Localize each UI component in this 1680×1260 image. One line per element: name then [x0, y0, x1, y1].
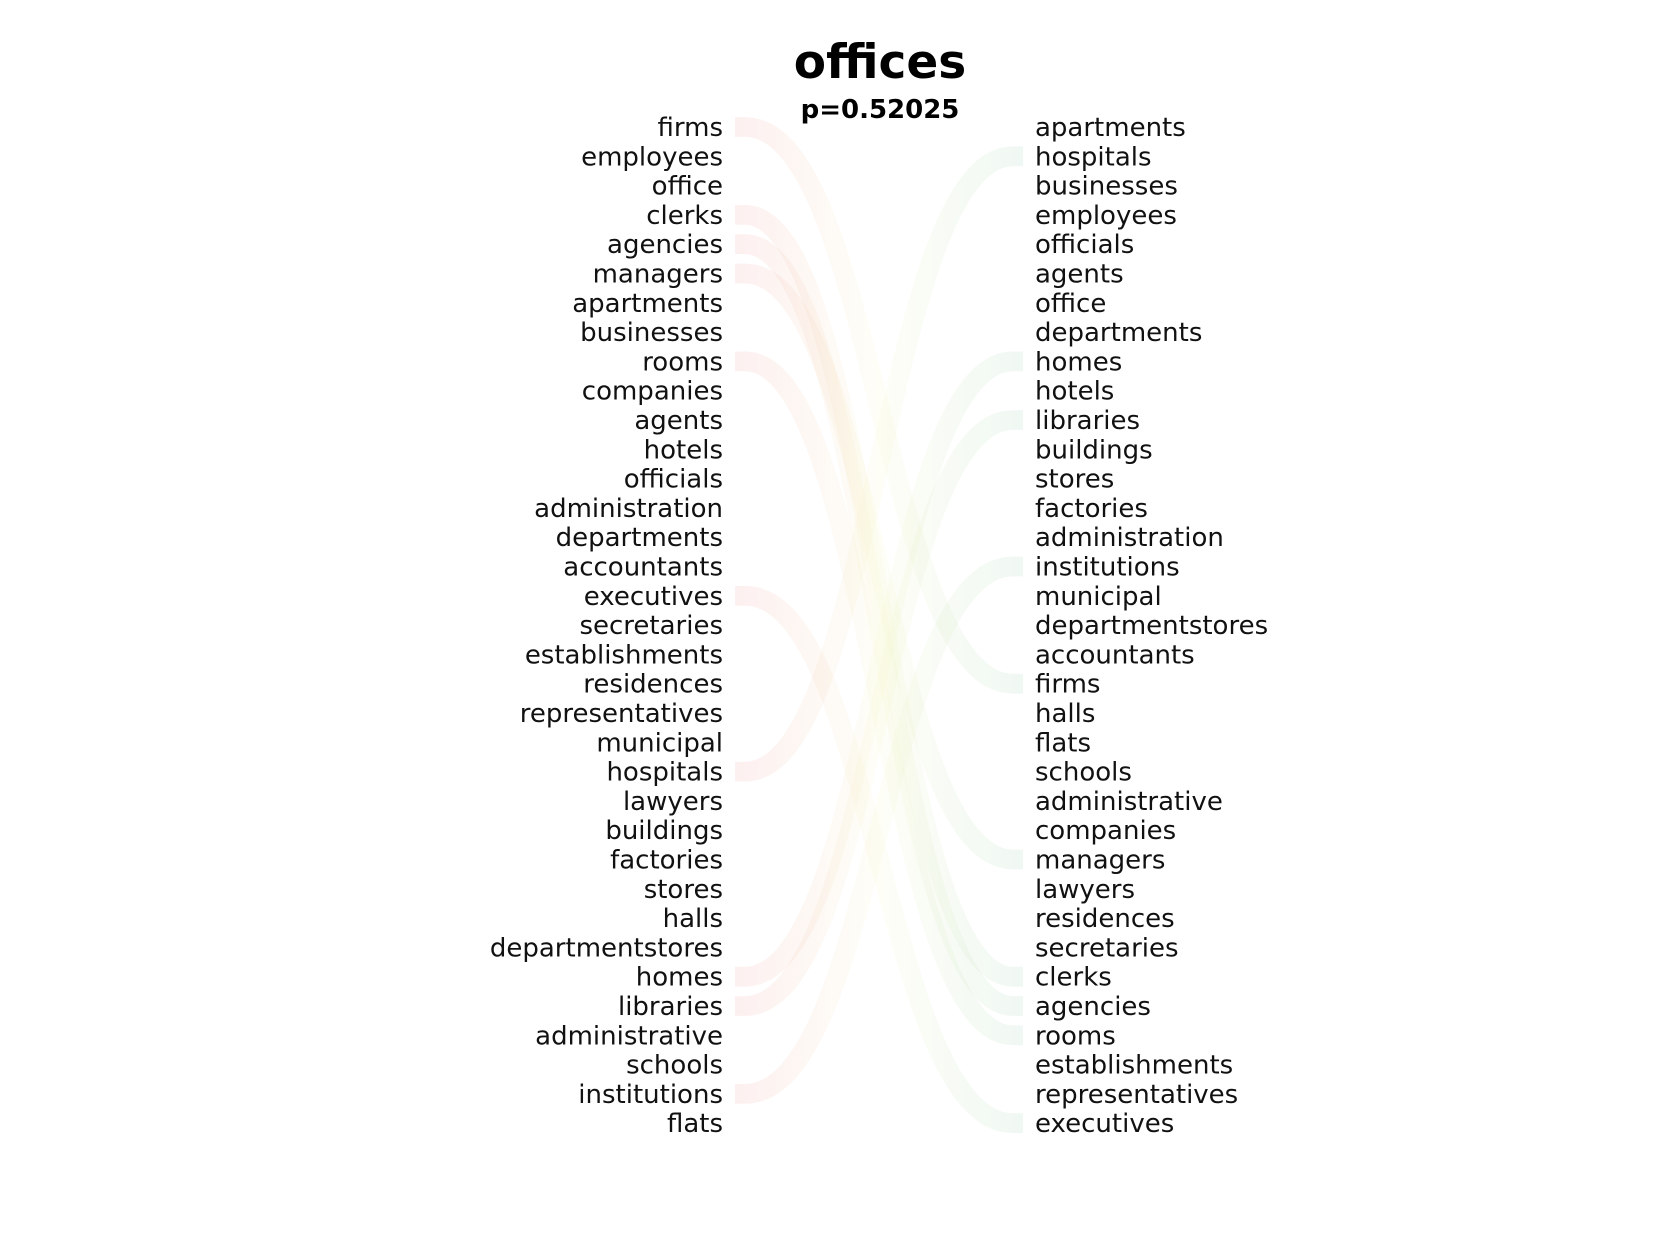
left-word-libraries: libraries: [618, 992, 723, 1022]
connection-bands: [735, 117, 1023, 1134]
right-word-firms: firms: [1035, 670, 1100, 700]
right-word-factories: factories: [1035, 494, 1148, 524]
left-word-establishments: establishments: [525, 640, 723, 670]
right-word-schools: schools: [1035, 758, 1132, 788]
right-word-representatives: representatives: [1035, 1080, 1238, 1110]
left-word-institutions: institutions: [578, 1080, 723, 1110]
link-band-hospitals: [735, 146, 1023, 782]
left-word-agencies: agencies: [607, 230, 723, 260]
right-word-secretaries: secretaries: [1035, 933, 1179, 963]
left-word-homes: homes: [636, 963, 723, 993]
left-word-secretaries: secretaries: [579, 611, 723, 641]
left-word-rooms: rooms: [642, 347, 723, 377]
left-word-officials: officials: [624, 465, 723, 495]
left-word-factories: factories: [610, 846, 723, 876]
left-word-apartments: apartments: [572, 289, 723, 319]
left-word-hospitals: hospitals: [606, 758, 723, 788]
left-word-executives: executives: [584, 582, 723, 612]
right-word-businesses: businesses: [1035, 172, 1178, 202]
left-word-office: office: [652, 172, 723, 202]
left-word-administration: administration: [534, 494, 723, 524]
link-band-managers: [735, 263, 1023, 870]
left-word-companies: companies: [582, 377, 723, 407]
right-word-lawyers: lawyers: [1035, 875, 1135, 905]
right-word-administration: administration: [1035, 523, 1224, 553]
left-word-departmentstores: departmentstores: [490, 933, 723, 963]
link-band-libraries: [735, 410, 1023, 1016]
left-word-halls: halls: [663, 904, 723, 934]
left-word-clerks: clerks: [646, 201, 723, 231]
right-word-departments: departments: [1035, 318, 1202, 348]
right-word-employees: employees: [1035, 201, 1177, 231]
left-word-municipal: municipal: [596, 728, 723, 758]
right-word-office: office: [1035, 289, 1106, 319]
right-word-residences: residences: [1035, 904, 1175, 934]
left-word-residences: residences: [583, 670, 723, 700]
right-word-hotels: hotels: [1035, 377, 1114, 407]
left-word-administrative: administrative: [535, 1021, 723, 1051]
link-band-institutions: [735, 556, 1023, 1104]
right-word-departmentstores: departmentstores: [1035, 611, 1268, 641]
right-word-municipal: municipal: [1035, 582, 1162, 612]
left-word-stores: stores: [644, 875, 723, 905]
left-word-list: firmsemployeesofficeclerksagenciesmanage…: [490, 113, 723, 1139]
right-word-accountants: accountants: [1035, 640, 1195, 670]
right-word-agents: agents: [1035, 260, 1124, 290]
right-word-list: apartmentshospitalsbusinessesemployeesof…: [1035, 113, 1268, 1139]
right-word-managers: managers: [1035, 846, 1165, 876]
right-word-hospitals: hospitals: [1035, 142, 1152, 172]
left-word-accountants: accountants: [563, 553, 723, 583]
left-word-businesses: businesses: [580, 318, 723, 348]
right-word-stores: stores: [1035, 465, 1114, 495]
left-word-hotels: hotels: [644, 435, 723, 465]
right-word-libraries: libraries: [1035, 406, 1140, 436]
diagram-subtitle: p=0.52025: [801, 95, 960, 125]
diagram-title: offices: [794, 35, 966, 90]
link-band-firms: [735, 117, 1023, 694]
left-word-employees: employees: [581, 142, 723, 172]
left-word-buildings: buildings: [605, 816, 723, 846]
right-word-halls: halls: [1035, 699, 1095, 729]
right-word-companies: companies: [1035, 816, 1176, 846]
right-word-institutions: institutions: [1035, 553, 1180, 583]
right-word-clerks: clerks: [1035, 963, 1112, 993]
right-word-establishments: establishments: [1035, 1051, 1233, 1081]
right-word-administrative: administrative: [1035, 787, 1223, 817]
left-word-representatives: representatives: [520, 699, 723, 729]
right-word-buildings: buildings: [1035, 435, 1153, 465]
left-word-departments: departments: [556, 523, 723, 553]
left-word-flats: flats: [667, 1109, 723, 1139]
right-word-rooms: rooms: [1035, 1021, 1116, 1051]
right-word-agencies: agencies: [1035, 992, 1151, 1022]
right-word-apartments: apartments: [1035, 113, 1186, 143]
left-word-agents: agents: [634, 406, 723, 436]
right-word-homes: homes: [1035, 347, 1122, 377]
left-word-schools: schools: [626, 1051, 723, 1081]
left-word-firms: firms: [658, 113, 723, 143]
link-band-homes: [735, 351, 1023, 987]
left-word-managers: managers: [593, 260, 723, 290]
right-word-executives: executives: [1035, 1109, 1174, 1139]
right-word-flats: flats: [1035, 728, 1091, 758]
right-word-officials: officials: [1035, 230, 1134, 260]
left-word-lawyers: lawyers: [623, 787, 723, 817]
